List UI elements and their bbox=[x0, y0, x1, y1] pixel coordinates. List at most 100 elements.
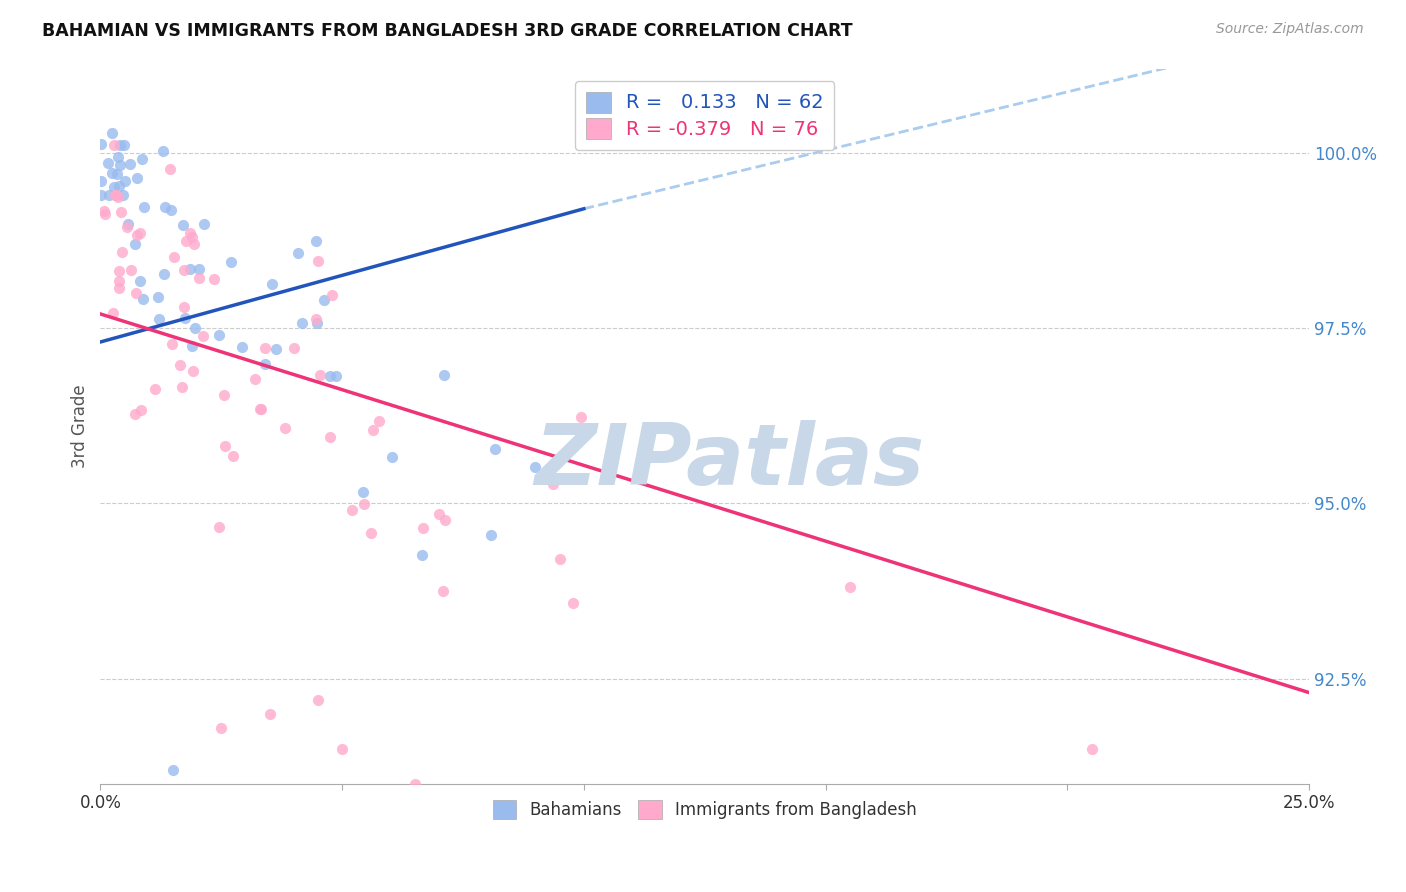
Point bbox=[96, 156, 118, 170]
Point bbox=[159, 162, 181, 177]
Point bbox=[368, 414, 391, 428]
Point bbox=[325, 368, 347, 383]
Point bbox=[174, 311, 197, 326]
Point bbox=[148, 290, 170, 304]
Point bbox=[172, 380, 194, 394]
Point bbox=[361, 423, 384, 437]
Point bbox=[172, 218, 194, 232]
Point bbox=[188, 271, 211, 285]
Point bbox=[561, 596, 583, 610]
Point bbox=[202, 272, 225, 286]
Point bbox=[179, 262, 201, 277]
Point bbox=[124, 285, 146, 300]
Point bbox=[569, 409, 592, 424]
Point bbox=[129, 274, 152, 288]
Point bbox=[108, 264, 131, 278]
Point bbox=[209, 721, 232, 735]
Point bbox=[124, 236, 146, 251]
Point bbox=[340, 503, 363, 517]
Point bbox=[214, 439, 236, 453]
Point bbox=[103, 138, 125, 153]
Point bbox=[108, 179, 131, 194]
Point bbox=[105, 187, 128, 202]
Point bbox=[105, 167, 128, 181]
Point bbox=[94, 207, 117, 221]
Point bbox=[101, 127, 124, 141]
Point bbox=[93, 204, 115, 219]
Point bbox=[411, 548, 433, 562]
Point bbox=[254, 357, 277, 371]
Point bbox=[103, 180, 125, 194]
Point bbox=[249, 401, 271, 416]
Point bbox=[104, 187, 127, 202]
Point bbox=[287, 245, 309, 260]
Point bbox=[283, 341, 305, 355]
Point bbox=[433, 368, 456, 383]
Point bbox=[319, 369, 342, 384]
Point bbox=[120, 157, 142, 171]
Point bbox=[231, 340, 253, 354]
Point bbox=[208, 328, 231, 343]
Point bbox=[484, 442, 506, 456]
Point bbox=[381, 450, 404, 464]
Point bbox=[108, 281, 131, 295]
Point bbox=[160, 336, 183, 351]
Point bbox=[90, 174, 112, 188]
Point bbox=[108, 137, 131, 152]
Point bbox=[179, 226, 201, 240]
Point bbox=[107, 274, 129, 288]
Point bbox=[1080, 741, 1102, 756]
Point bbox=[184, 321, 207, 335]
Point bbox=[152, 144, 174, 158]
Point bbox=[181, 364, 204, 378]
Point bbox=[169, 358, 191, 372]
Point bbox=[131, 152, 153, 166]
Point bbox=[162, 763, 184, 777]
Point bbox=[115, 220, 138, 235]
Point bbox=[173, 262, 195, 277]
Point bbox=[148, 311, 170, 326]
Point bbox=[107, 190, 129, 204]
Point bbox=[107, 149, 129, 163]
Point bbox=[360, 526, 382, 541]
Point bbox=[404, 777, 426, 791]
Point bbox=[330, 741, 353, 756]
Point bbox=[305, 235, 328, 249]
Point bbox=[120, 262, 142, 277]
Point bbox=[112, 137, 135, 152]
Point bbox=[432, 583, 454, 598]
Point bbox=[117, 217, 139, 231]
Point bbox=[434, 513, 457, 527]
Point bbox=[304, 312, 326, 326]
Point bbox=[183, 237, 205, 252]
Point bbox=[412, 520, 434, 534]
Point bbox=[309, 368, 332, 382]
Point bbox=[153, 267, 176, 281]
Point bbox=[174, 234, 197, 248]
Point bbox=[541, 477, 564, 491]
Point bbox=[131, 402, 153, 417]
Point bbox=[274, 421, 297, 435]
Point bbox=[312, 293, 335, 307]
Point bbox=[110, 158, 132, 172]
Point bbox=[163, 250, 186, 264]
Point bbox=[101, 166, 124, 180]
Point bbox=[222, 449, 245, 463]
Point bbox=[128, 226, 150, 240]
Point bbox=[353, 497, 375, 511]
Point bbox=[208, 519, 231, 533]
Text: ZIPatlas: ZIPatlas bbox=[534, 420, 924, 503]
Point bbox=[160, 202, 183, 217]
Point bbox=[243, 372, 266, 386]
Point bbox=[181, 230, 204, 244]
Point bbox=[90, 188, 112, 202]
Point bbox=[307, 692, 329, 706]
Point bbox=[132, 200, 155, 214]
Text: Source: ZipAtlas.com: Source: ZipAtlas.com bbox=[1216, 22, 1364, 37]
Point bbox=[212, 388, 235, 402]
Point bbox=[307, 254, 329, 268]
Y-axis label: 3rd Grade: 3rd Grade bbox=[72, 384, 89, 468]
Point bbox=[305, 317, 328, 331]
Point bbox=[114, 174, 136, 188]
Point bbox=[193, 217, 215, 231]
